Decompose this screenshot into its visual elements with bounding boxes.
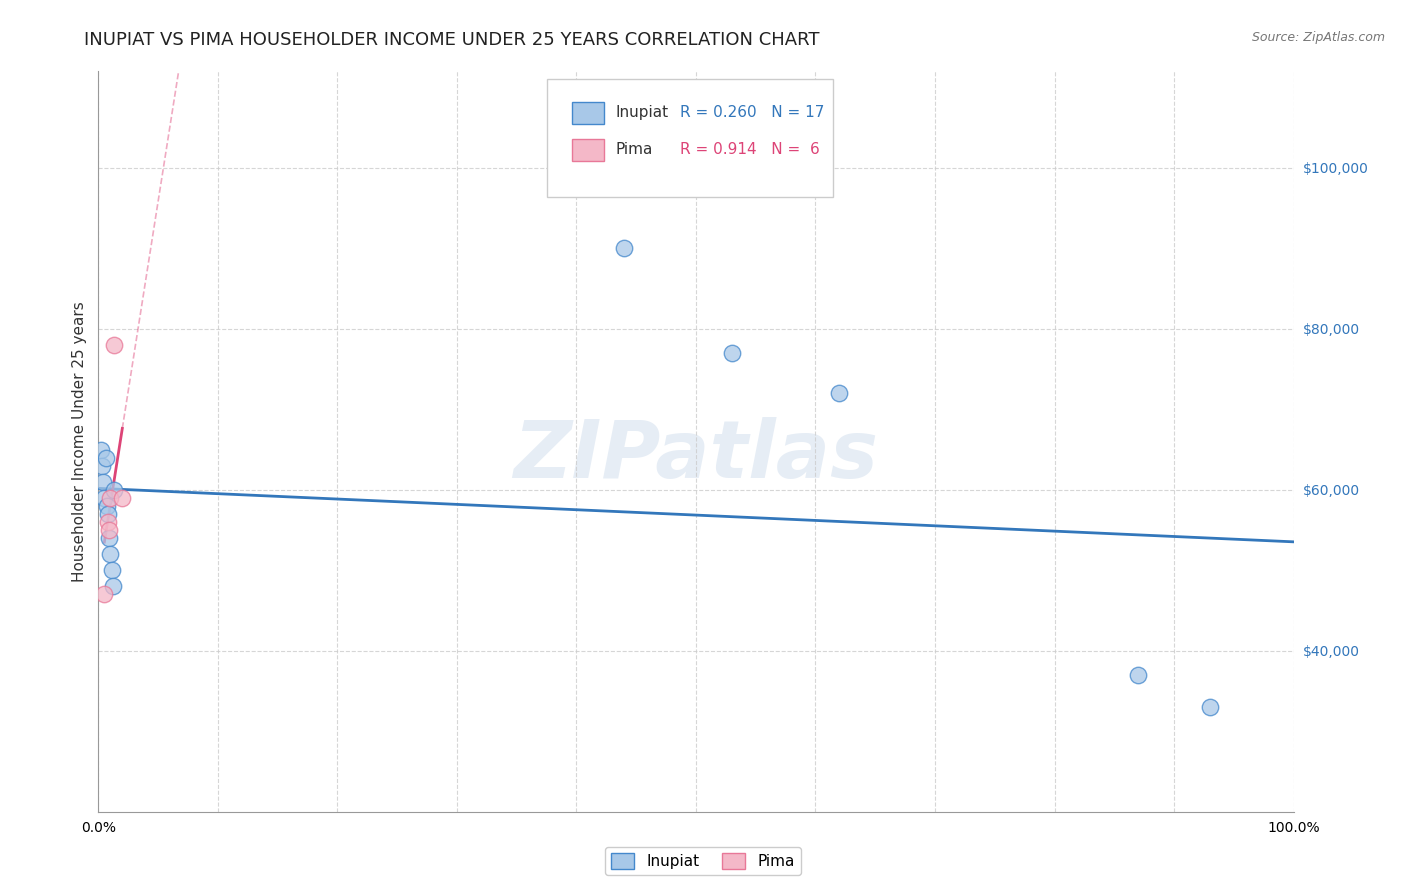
Point <box>1199 700 1222 714</box>
Point <box>98 531 121 545</box>
Point <box>103 483 125 497</box>
Point <box>613 241 636 255</box>
Point <box>98 491 122 505</box>
Point <box>721 346 744 360</box>
Point <box>101 579 124 593</box>
Point <box>97 507 120 521</box>
Text: ZIPatlas: ZIPatlas <box>513 417 879 495</box>
FancyBboxPatch shape <box>547 78 834 197</box>
Point <box>98 523 121 537</box>
Text: R = 0.914   N =  6: R = 0.914 N = 6 <box>681 143 820 157</box>
Point <box>103 338 125 352</box>
Text: INUPIAT VS PIMA HOUSEHOLDER INCOME UNDER 25 YEARS CORRELATION CHART: INUPIAT VS PIMA HOUSEHOLDER INCOME UNDER… <box>84 31 820 49</box>
Text: Source: ZipAtlas.com: Source: ZipAtlas.com <box>1251 31 1385 45</box>
Point <box>93 491 115 505</box>
Text: Inupiat: Inupiat <box>616 105 669 120</box>
Point <box>1128 668 1150 682</box>
Point <box>828 386 851 401</box>
Point <box>91 475 114 489</box>
Point <box>97 515 120 529</box>
Point <box>90 442 112 457</box>
Point <box>94 450 117 465</box>
FancyBboxPatch shape <box>572 139 605 161</box>
Point <box>93 587 115 601</box>
Y-axis label: Householder Income Under 25 years: Householder Income Under 25 years <box>72 301 87 582</box>
Text: R = 0.260   N = 17: R = 0.260 N = 17 <box>681 105 825 120</box>
Legend: Inupiat, Pima: Inupiat, Pima <box>605 847 801 875</box>
Point <box>96 499 118 513</box>
Point <box>111 491 134 505</box>
Point <box>91 458 114 473</box>
Point <box>98 547 122 561</box>
FancyBboxPatch shape <box>572 102 605 124</box>
Text: Pima: Pima <box>616 143 654 157</box>
Point <box>100 563 122 577</box>
